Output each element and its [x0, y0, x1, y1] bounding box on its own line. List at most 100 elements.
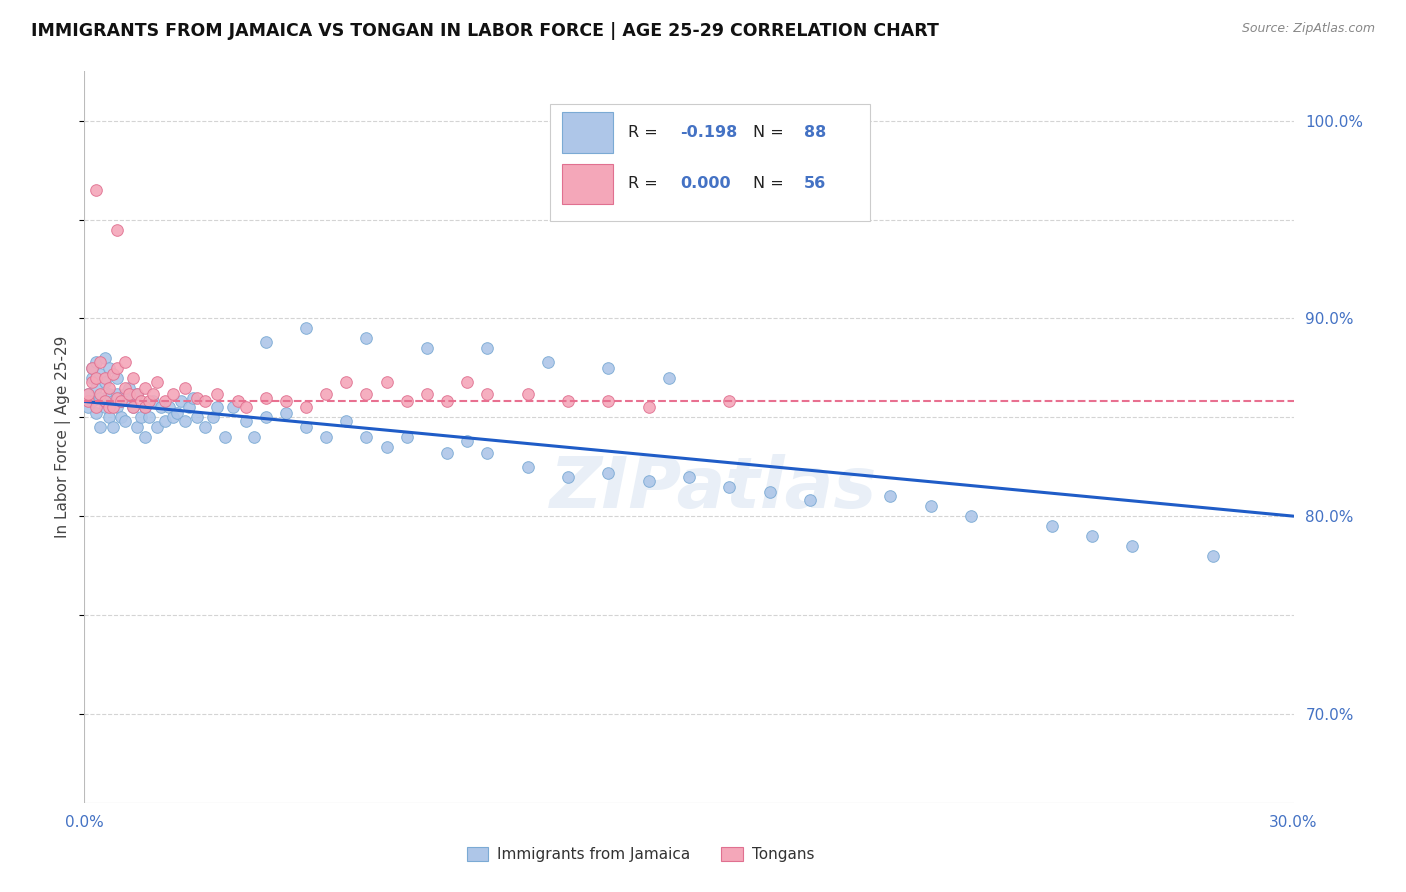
Point: [77, 394, 100, 409]
Point: [170, 394, 193, 409]
Point: [118, 386, 141, 401]
FancyBboxPatch shape: [550, 104, 870, 221]
Point: [114, 381, 136, 395]
FancyBboxPatch shape: [562, 163, 613, 204]
Point: [118, 394, 141, 409]
Point: [181, 391, 204, 405]
Text: N =: N =: [754, 125, 789, 139]
Point: [146, 375, 169, 389]
Point: [86, 406, 108, 420]
Point: [89, 367, 111, 381]
Point: [315, 430, 337, 444]
Point: [110, 410, 132, 425]
Point: [598, 466, 620, 480]
Point: [235, 414, 257, 428]
Point: [274, 406, 297, 420]
Text: -0.198: -0.198: [681, 125, 738, 139]
Point: [186, 391, 208, 405]
Point: [598, 360, 620, 375]
Point: [254, 391, 277, 405]
Point: [315, 386, 337, 401]
Point: [86, 401, 108, 415]
Point: [97, 386, 120, 401]
Point: [799, 493, 821, 508]
Point: [416, 341, 439, 355]
Point: [960, 509, 983, 524]
Point: [174, 414, 197, 428]
Point: [121, 371, 143, 385]
Point: [82, 375, 104, 389]
Point: [436, 394, 458, 409]
Point: [142, 386, 165, 401]
Point: [101, 401, 124, 415]
Point: [105, 222, 128, 236]
Point: [879, 489, 901, 503]
Point: [194, 394, 217, 409]
Point: [718, 479, 741, 493]
Point: [235, 401, 257, 415]
Point: [179, 401, 201, 415]
Point: [97, 360, 120, 375]
Text: N =: N =: [754, 176, 789, 191]
Point: [129, 394, 152, 409]
FancyBboxPatch shape: [562, 112, 613, 153]
Text: ZIPatlas: ZIPatlas: [550, 454, 877, 523]
Point: [89, 391, 111, 405]
Point: [77, 386, 100, 401]
Point: [89, 355, 111, 369]
Point: [93, 351, 115, 365]
Point: [214, 430, 236, 444]
Point: [162, 386, 184, 401]
Point: [82, 371, 104, 385]
Point: [356, 430, 378, 444]
Point: [153, 414, 176, 428]
Text: Source: ZipAtlas.com: Source: ZipAtlas.com: [1241, 22, 1375, 36]
Point: [226, 394, 249, 409]
Point: [86, 183, 108, 197]
Text: R =: R =: [628, 176, 664, 191]
Point: [77, 401, 100, 415]
Point: [142, 394, 165, 409]
Point: [93, 401, 115, 415]
Text: 0.000: 0.000: [681, 176, 731, 191]
Point: [637, 474, 659, 488]
Point: [110, 394, 132, 409]
Point: [295, 401, 318, 415]
Point: [114, 386, 136, 401]
Point: [110, 394, 132, 409]
Point: [335, 375, 357, 389]
Point: [157, 401, 180, 415]
Point: [97, 410, 120, 425]
Point: [207, 401, 229, 415]
Point: [718, 394, 741, 409]
Legend: Immigrants from Jamaica, Tongans: Immigrants from Jamaica, Tongans: [461, 841, 820, 868]
Point: [146, 420, 169, 434]
Point: [637, 401, 659, 415]
Point: [101, 367, 124, 381]
Point: [82, 360, 104, 375]
Point: [105, 401, 128, 415]
Point: [86, 371, 108, 385]
Point: [516, 386, 538, 401]
Point: [254, 335, 277, 350]
Point: [89, 420, 111, 434]
Point: [456, 375, 478, 389]
Point: [557, 469, 579, 483]
Y-axis label: In Labor Force | Age 25-29: In Labor Force | Age 25-29: [55, 336, 72, 538]
Point: [138, 394, 160, 409]
Point: [134, 381, 156, 395]
Point: [186, 410, 208, 425]
Point: [82, 394, 104, 409]
Point: [1040, 519, 1063, 533]
Point: [537, 355, 560, 369]
Point: [97, 381, 120, 395]
Point: [121, 401, 143, 415]
Point: [166, 406, 188, 420]
Point: [356, 331, 378, 345]
Point: [254, 410, 277, 425]
Point: [101, 394, 124, 409]
Point: [242, 430, 264, 444]
Point: [375, 440, 398, 454]
Point: [477, 386, 499, 401]
Point: [416, 386, 439, 401]
